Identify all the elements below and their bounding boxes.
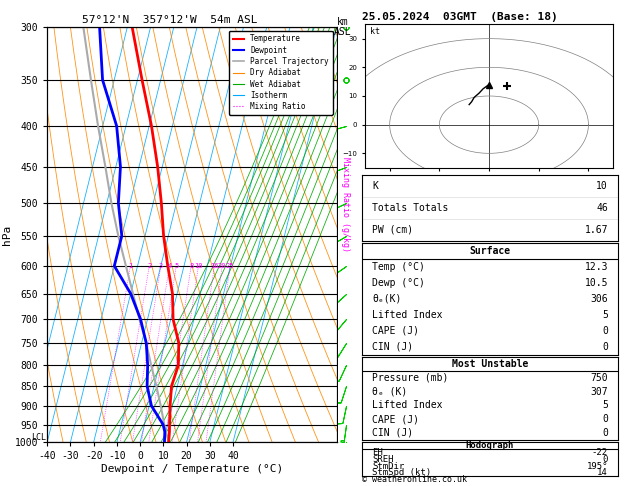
Text: StmDir: StmDir [372,462,404,470]
Text: 5: 5 [602,400,608,410]
Text: 0: 0 [602,342,608,352]
Text: © weatheronline.co.uk: © weatheronline.co.uk [362,474,467,484]
Text: PW (cm): PW (cm) [372,225,413,235]
Text: 307: 307 [591,387,608,397]
Text: 12.3: 12.3 [584,262,608,272]
Text: 1: 1 [128,263,133,269]
Text: 750: 750 [591,373,608,383]
Text: 5: 5 [602,310,608,320]
Text: 195°: 195° [586,462,608,470]
Text: 16: 16 [210,263,219,269]
Y-axis label: hPa: hPa [2,225,12,244]
Text: Mixing Ratio (g/kg): Mixing Ratio (g/kg) [342,156,350,252]
X-axis label: Dewpoint / Temperature (°C): Dewpoint / Temperature (°C) [101,464,283,474]
Text: CAPE (J): CAPE (J) [372,326,419,336]
Text: SREH: SREH [372,455,394,464]
Text: kt: kt [370,27,380,36]
Text: 10: 10 [194,263,203,269]
Text: 3: 3 [159,263,163,269]
Text: 0: 0 [602,326,608,336]
Text: 0: 0 [602,428,608,438]
Text: Lifted Index: Lifted Index [372,400,442,410]
Text: 5: 5 [174,263,179,269]
Text: 0: 0 [603,455,608,464]
Text: -22: -22 [592,448,608,457]
Text: θₑ (K): θₑ (K) [372,387,407,397]
Text: Temp (°C): Temp (°C) [372,262,425,272]
Text: Dewp (°C): Dewp (°C) [372,278,425,288]
Text: 8: 8 [189,263,193,269]
Text: 57°12'N  357°12'W  54m ASL: 57°12'N 357°12'W 54m ASL [82,15,258,25]
Text: Pressure (mb): Pressure (mb) [372,373,448,383]
Text: 1.67: 1.67 [584,225,608,235]
Text: 10.5: 10.5 [584,278,608,288]
Text: CIN (J): CIN (J) [372,428,413,438]
Text: StmSpd (kt): StmSpd (kt) [372,469,431,477]
Legend: Temperature, Dewpoint, Parcel Trajectory, Dry Adiabat, Wet Adiabat, Isotherm, Mi: Temperature, Dewpoint, Parcel Trajectory… [229,31,333,115]
Text: km
ASL: km ASL [334,17,352,37]
Text: Most Unstable: Most Unstable [452,359,528,369]
Text: 14: 14 [598,469,608,477]
Text: Hodograph: Hodograph [466,441,514,450]
Text: LCL: LCL [31,433,46,442]
Text: 2: 2 [147,263,152,269]
Text: CAPE (J): CAPE (J) [372,414,419,424]
Text: 306: 306 [591,294,608,304]
Text: 0: 0 [602,414,608,424]
Text: 4: 4 [167,263,172,269]
Text: θₑ(K): θₑ(K) [372,294,401,304]
Text: 46: 46 [596,203,608,213]
Text: 25: 25 [226,263,235,269]
Text: 25.05.2024  03GMT  (Base: 18): 25.05.2024 03GMT (Base: 18) [362,12,557,22]
Text: K: K [372,181,378,191]
Text: 10: 10 [596,181,608,191]
Text: EH: EH [372,448,382,457]
Text: Lifted Index: Lifted Index [372,310,442,320]
Text: 20: 20 [218,263,226,269]
Text: CIN (J): CIN (J) [372,342,413,352]
Text: Totals Totals: Totals Totals [372,203,448,213]
Text: Surface: Surface [469,246,511,256]
